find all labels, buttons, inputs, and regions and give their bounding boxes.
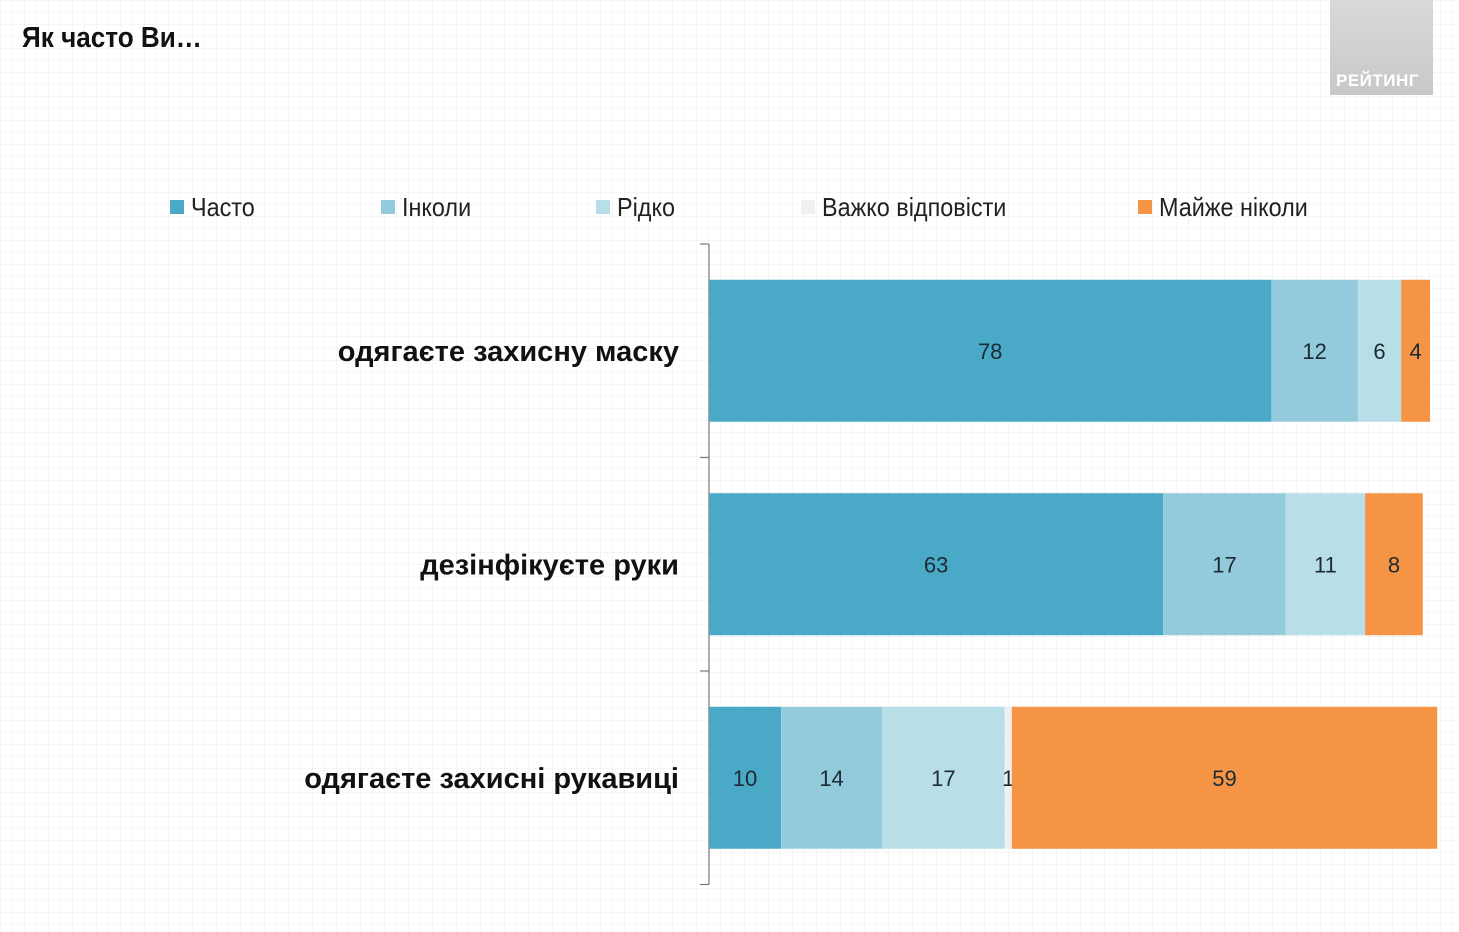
legend-swatch	[596, 200, 610, 214]
legend-swatch	[170, 200, 184, 214]
bar-segment	[709, 493, 1164, 636]
page-title: Як часто Ви…	[22, 22, 202, 54]
data-label: 1	[1002, 766, 1014, 791]
bar-segment	[781, 706, 883, 849]
bar-segment	[1163, 493, 1286, 636]
legend-label: Майже ніколи	[1159, 191, 1308, 222]
logo-text: РЕЙТИНГ	[1336, 71, 1419, 90]
data-label: 59	[1212, 766, 1236, 791]
bar-segment	[1365, 493, 1423, 636]
legend-label: Часто	[191, 191, 255, 222]
data-label: 10	[733, 766, 757, 791]
data-label: 11	[1314, 552, 1337, 577]
data-label: 12	[1302, 339, 1326, 364]
bar-segment	[1004, 706, 1012, 849]
legend-item-mayzhe-nikoly: Майже ніколи	[1138, 192, 1324, 222]
bar-segment	[1011, 706, 1438, 849]
bar-segment	[1401, 279, 1430, 422]
legend-item-vazhko: Важко відповісти	[801, 192, 1027, 222]
bar-segment	[1357, 279, 1402, 422]
data-label: 17	[931, 766, 955, 791]
bar-segment	[882, 706, 1005, 849]
legend-label: Інколи	[402, 191, 472, 222]
legend-item-chasto: Часто	[170, 192, 262, 222]
legend-swatch	[381, 200, 395, 214]
data-label: 8	[1388, 552, 1400, 577]
bar-segment	[709, 279, 1272, 422]
data-label: 78	[978, 339, 1002, 364]
bar-segment	[709, 706, 782, 849]
bar-segment	[1285, 493, 1366, 636]
data-label: 14	[819, 766, 843, 791]
data-label: 6	[1373, 339, 1385, 364]
legend-swatch	[1138, 200, 1152, 214]
legend-label: Рідко	[617, 191, 675, 222]
data-label: 63	[924, 552, 948, 577]
category-label: дезінфікуєте руки	[420, 549, 679, 581]
brand-logo: РЕЙТИНГ	[1330, 0, 1433, 95]
category-label: одягаєте захисні рукавиці	[304, 763, 679, 795]
legend-item-inkoly: Інколи	[381, 192, 479, 222]
legend-item-ridko: Рідко	[596, 192, 681, 222]
data-label: 4	[1409, 339, 1421, 364]
legend-swatch	[801, 200, 815, 214]
legend-label: Важко відповісти	[822, 191, 1007, 222]
category-label: одягаєте захисну маску	[338, 336, 679, 368]
bar-segment	[1271, 279, 1358, 422]
data-label: 17	[1212, 552, 1236, 577]
